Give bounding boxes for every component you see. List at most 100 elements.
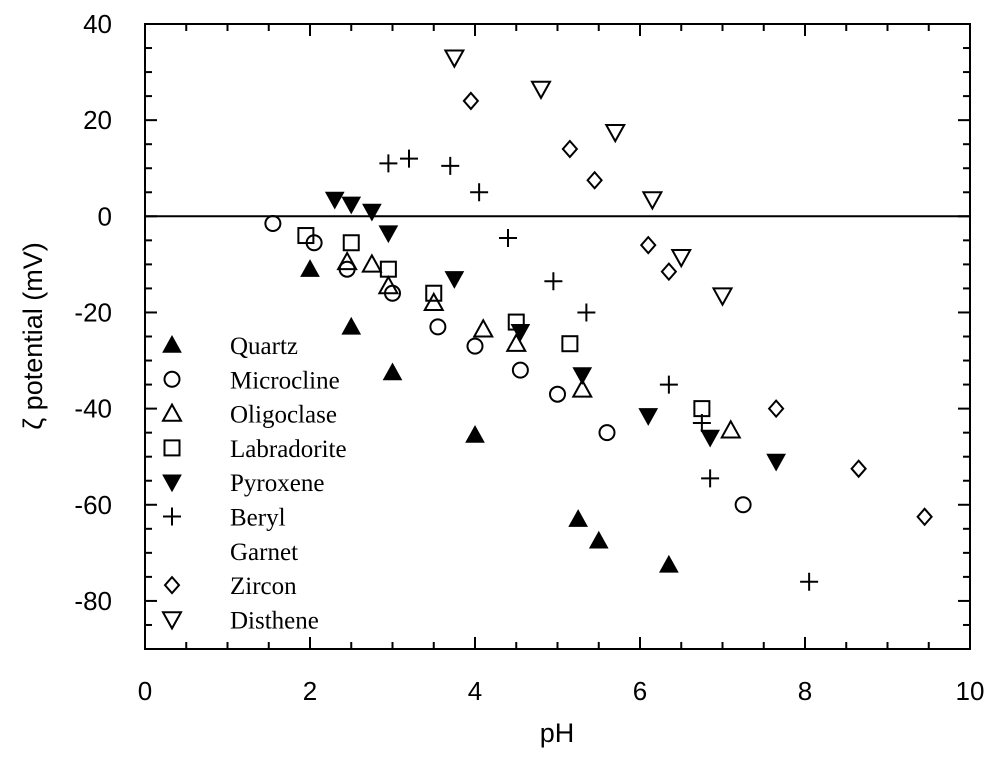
microcline-point bbox=[549, 385, 566, 403]
beryl-point bbox=[800, 572, 819, 591]
oligoclase-point bbox=[423, 291, 445, 312]
y-tick-label: -40 bbox=[74, 394, 112, 424]
legend-marker-beryl bbox=[163, 507, 181, 526]
legend-marker-disthene bbox=[161, 611, 183, 631]
zircon-point bbox=[850, 459, 867, 479]
legend-marker-quartz bbox=[162, 334, 182, 353]
zircon-point bbox=[586, 170, 603, 190]
zircon-point bbox=[462, 91, 480, 111]
quartz-point bbox=[300, 259, 320, 277]
oligoclase-point bbox=[505, 332, 527, 352]
pyroxene-point bbox=[572, 367, 593, 385]
legend-label-oligoclase: Oligoclase bbox=[230, 402, 337, 429]
beryl-point bbox=[400, 149, 418, 168]
disthene-point bbox=[711, 287, 734, 307]
oligoclase-point bbox=[472, 318, 494, 338]
quartz-point bbox=[341, 316, 362, 335]
y-axis-title: ζ potential (mV) bbox=[18, 242, 48, 429]
legend-label-beryl: Beryl bbox=[230, 505, 286, 532]
pyroxene-point bbox=[378, 225, 399, 244]
labradorite-point bbox=[342, 234, 360, 252]
data-points bbox=[264, 49, 933, 591]
beryl-point bbox=[470, 183, 489, 202]
x-tick-label: 0 bbox=[138, 676, 152, 706]
y-tick-label: -20 bbox=[74, 297, 112, 327]
oligoclase-point bbox=[361, 253, 383, 273]
legend-marker-zircon bbox=[163, 575, 181, 595]
legend-label-microcline: Microcline bbox=[230, 367, 340, 394]
legend: Quartz Microcline Oligoclase Labradorite Pyr… bbox=[161, 333, 347, 634]
labradorite-point bbox=[297, 227, 315, 245]
oligoclase-point bbox=[377, 274, 400, 295]
legend-marker-oligoclase bbox=[161, 402, 183, 422]
legend-marker-pyroxene bbox=[162, 474, 182, 493]
x-axis-title: pH bbox=[540, 718, 575, 748]
x-tick-label: 2 bbox=[303, 676, 317, 706]
microcline-point bbox=[466, 337, 484, 355]
y-tick-label: -60 bbox=[74, 490, 112, 520]
legend-marker-labradorite bbox=[163, 439, 181, 457]
quartz-point bbox=[568, 509, 588, 527]
x-tick-label: 4 bbox=[468, 676, 482, 706]
beryl-point bbox=[577, 303, 596, 322]
legend-label-disthene: Disthene bbox=[230, 607, 319, 634]
labradorite-point bbox=[693, 400, 711, 418]
y-tick-label: 0 bbox=[98, 201, 112, 231]
beryl-point bbox=[499, 228, 517, 247]
pyroxene-point bbox=[341, 196, 362, 215]
pyroxene-point bbox=[324, 191, 345, 210]
beryl-point bbox=[379, 154, 398, 173]
y-tick-label: -80 bbox=[74, 586, 112, 616]
microcline-point bbox=[598, 424, 616, 442]
legend-label-zircon: Zircon bbox=[230, 573, 297, 600]
beryl-point bbox=[544, 272, 563, 291]
pyroxene-point bbox=[444, 271, 465, 289]
disthene-point bbox=[641, 191, 664, 211]
microcline-point bbox=[429, 318, 447, 336]
microcline-point bbox=[734, 496, 752, 514]
zircon-point bbox=[660, 262, 678, 282]
disthene-point bbox=[670, 248, 692, 269]
x-tick-label: 8 bbox=[798, 676, 812, 706]
pyroxene-point bbox=[766, 453, 786, 472]
oligoclase-point bbox=[720, 419, 742, 439]
pyroxene-point bbox=[638, 408, 659, 426]
legend-label-garnet: Garnet bbox=[230, 539, 298, 566]
x-tick-label: 10 bbox=[956, 676, 985, 706]
quartz-point bbox=[588, 530, 609, 549]
pyroxene-point bbox=[700, 429, 720, 448]
labradorite-point bbox=[561, 335, 579, 353]
labradorite-point bbox=[379, 260, 397, 278]
beryl-point bbox=[701, 469, 720, 488]
zircon-point bbox=[767, 399, 785, 419]
legend-marker-microcline bbox=[163, 370, 181, 388]
zircon-point bbox=[916, 507, 933, 527]
oligoclase-point bbox=[336, 250, 358, 271]
microcline-point bbox=[264, 215, 282, 233]
y-tick-label: 20 bbox=[83, 105, 112, 135]
pyroxene-point bbox=[362, 203, 382, 222]
quartz-point bbox=[659, 554, 679, 573]
tick-labels: 0 2 4 6 8 10 40 20 0 -20 -40 -60 -80 bbox=[74, 9, 984, 706]
quartz-point bbox=[382, 362, 403, 381]
beryl-point bbox=[659, 375, 678, 394]
x-tick-label: 6 bbox=[633, 676, 647, 706]
legend-label-quartz: Quartz bbox=[230, 333, 298, 360]
labradorite-point bbox=[425, 284, 443, 302]
legend-label-labradorite: Labradorite bbox=[230, 436, 347, 463]
quartz-point bbox=[465, 425, 485, 443]
beryl-point bbox=[441, 156, 460, 175]
beryl-point bbox=[692, 414, 711, 433]
y-tick-label: 40 bbox=[83, 9, 112, 39]
disthene-point bbox=[443, 49, 466, 69]
pyroxene-point bbox=[510, 323, 531, 342]
disthene-point bbox=[530, 80, 552, 100]
zircon-point bbox=[561, 139, 579, 159]
axis-ticks bbox=[144, 23, 971, 650]
microcline-point bbox=[511, 361, 529, 379]
zircon-point bbox=[639, 235, 657, 255]
oligoclase-point bbox=[571, 378, 593, 398]
disthene-point bbox=[604, 123, 626, 144]
legend-label-pyroxene: Pyroxene bbox=[230, 470, 324, 497]
